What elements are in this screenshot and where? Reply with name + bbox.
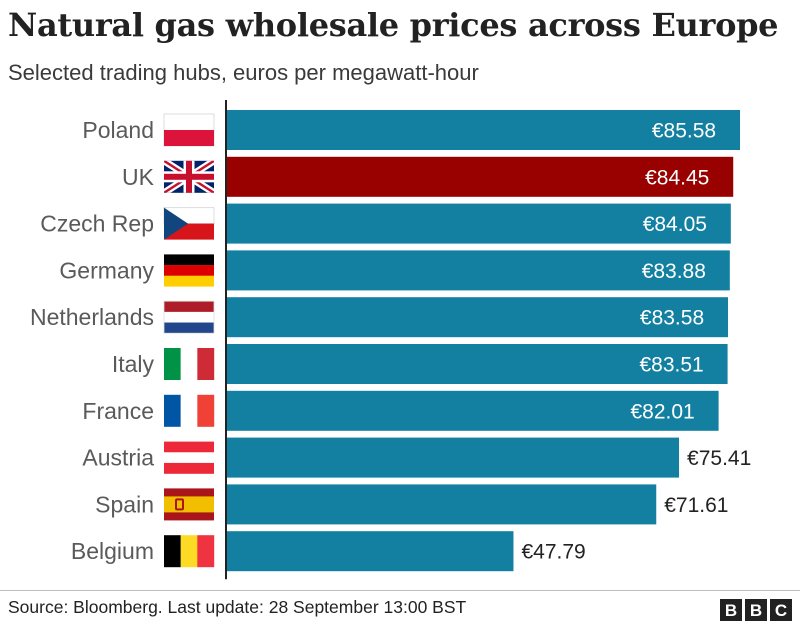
category-label: Italy — [112, 351, 155, 377]
chart-subtitle: Selected trading hubs, euros per megawat… — [8, 60, 479, 85]
bar-chart: Poland €85.58 UK €84.45 Czech Rep €84.05 Germa… — [30, 100, 751, 580]
bar-row: Czech Rep €84.05 — [40, 203, 731, 244]
bar — [227, 484, 657, 525]
value-label: €75.41 — [687, 447, 751, 470]
bar-row: France €82.01 — [82, 390, 719, 431]
bar-rows: Poland €85.58 UK €84.45 Czech Rep €84.05 Germa… — [30, 110, 751, 572]
category-label: Czech Rep — [40, 211, 154, 237]
bbc-logo-letter: B — [745, 599, 767, 621]
bbc-logo-letter: C — [770, 599, 792, 621]
category-label: Poland — [82, 117, 154, 143]
bar-row: Spain €71.61 — [95, 484, 728, 525]
bar-highlight — [227, 156, 734, 197]
bar — [227, 390, 719, 431]
value-label: €85.58 — [652, 120, 716, 143]
category-label: France — [82, 398, 154, 424]
source-note: Source: Bloomberg. Last update: 28 Septe… — [8, 597, 467, 617]
france-flag — [164, 394, 215, 427]
czech-flag — [163, 207, 215, 240]
value-label: €83.51 — [639, 354, 703, 377]
austria-flag — [164, 441, 214, 474]
value-label: €71.61 — [664, 494, 728, 517]
category-label: UK — [122, 164, 155, 190]
uk-flag — [164, 160, 214, 193]
bar — [227, 250, 730, 291]
value-label: €83.58 — [640, 307, 704, 330]
bbc-logo: B B C — [720, 599, 792, 621]
belgium-flag — [164, 535, 215, 568]
category-label: Spain — [95, 491, 154, 517]
category-label: Belgium — [71, 538, 154, 564]
spain-flag — [164, 488, 214, 521]
germany-flag — [164, 254, 214, 287]
footer-divider — [0, 590, 800, 591]
category-label: Netherlands — [30, 304, 154, 330]
category-label: Austria — [82, 445, 154, 471]
value-label: €47.79 — [521, 541, 585, 564]
category-label: Germany — [59, 257, 154, 283]
italy-flag — [164, 348, 215, 380]
bar-row: Italy €83.51 — [112, 344, 728, 384]
value-label: €84.45 — [645, 166, 709, 189]
bar — [227, 437, 680, 478]
poland-flag — [163, 113, 215, 147]
bar-row: UK €84.45 — [122, 156, 734, 197]
value-label: €83.88 — [642, 260, 706, 283]
bar-row: Belgium €47.79 — [71, 531, 586, 572]
bar-row: Poland €85.58 — [82, 110, 740, 150]
bar — [227, 203, 731, 244]
chart-title: Natural gas wholesale prices across Euro… — [8, 6, 779, 44]
bar-row: Germany €83.88 — [59, 250, 730, 291]
bar-row: Netherlands €83.58 — [30, 297, 729, 338]
value-label: €82.01 — [630, 400, 694, 423]
netherlands-flag — [163, 300, 215, 334]
bar — [227, 531, 514, 572]
bar — [227, 344, 728, 384]
bar-row: Austria €75.41 — [82, 437, 751, 478]
bbc-logo-letter: B — [720, 599, 742, 621]
bar — [227, 297, 729, 338]
bar — [227, 110, 740, 150]
value-label: €84.05 — [643, 213, 707, 236]
